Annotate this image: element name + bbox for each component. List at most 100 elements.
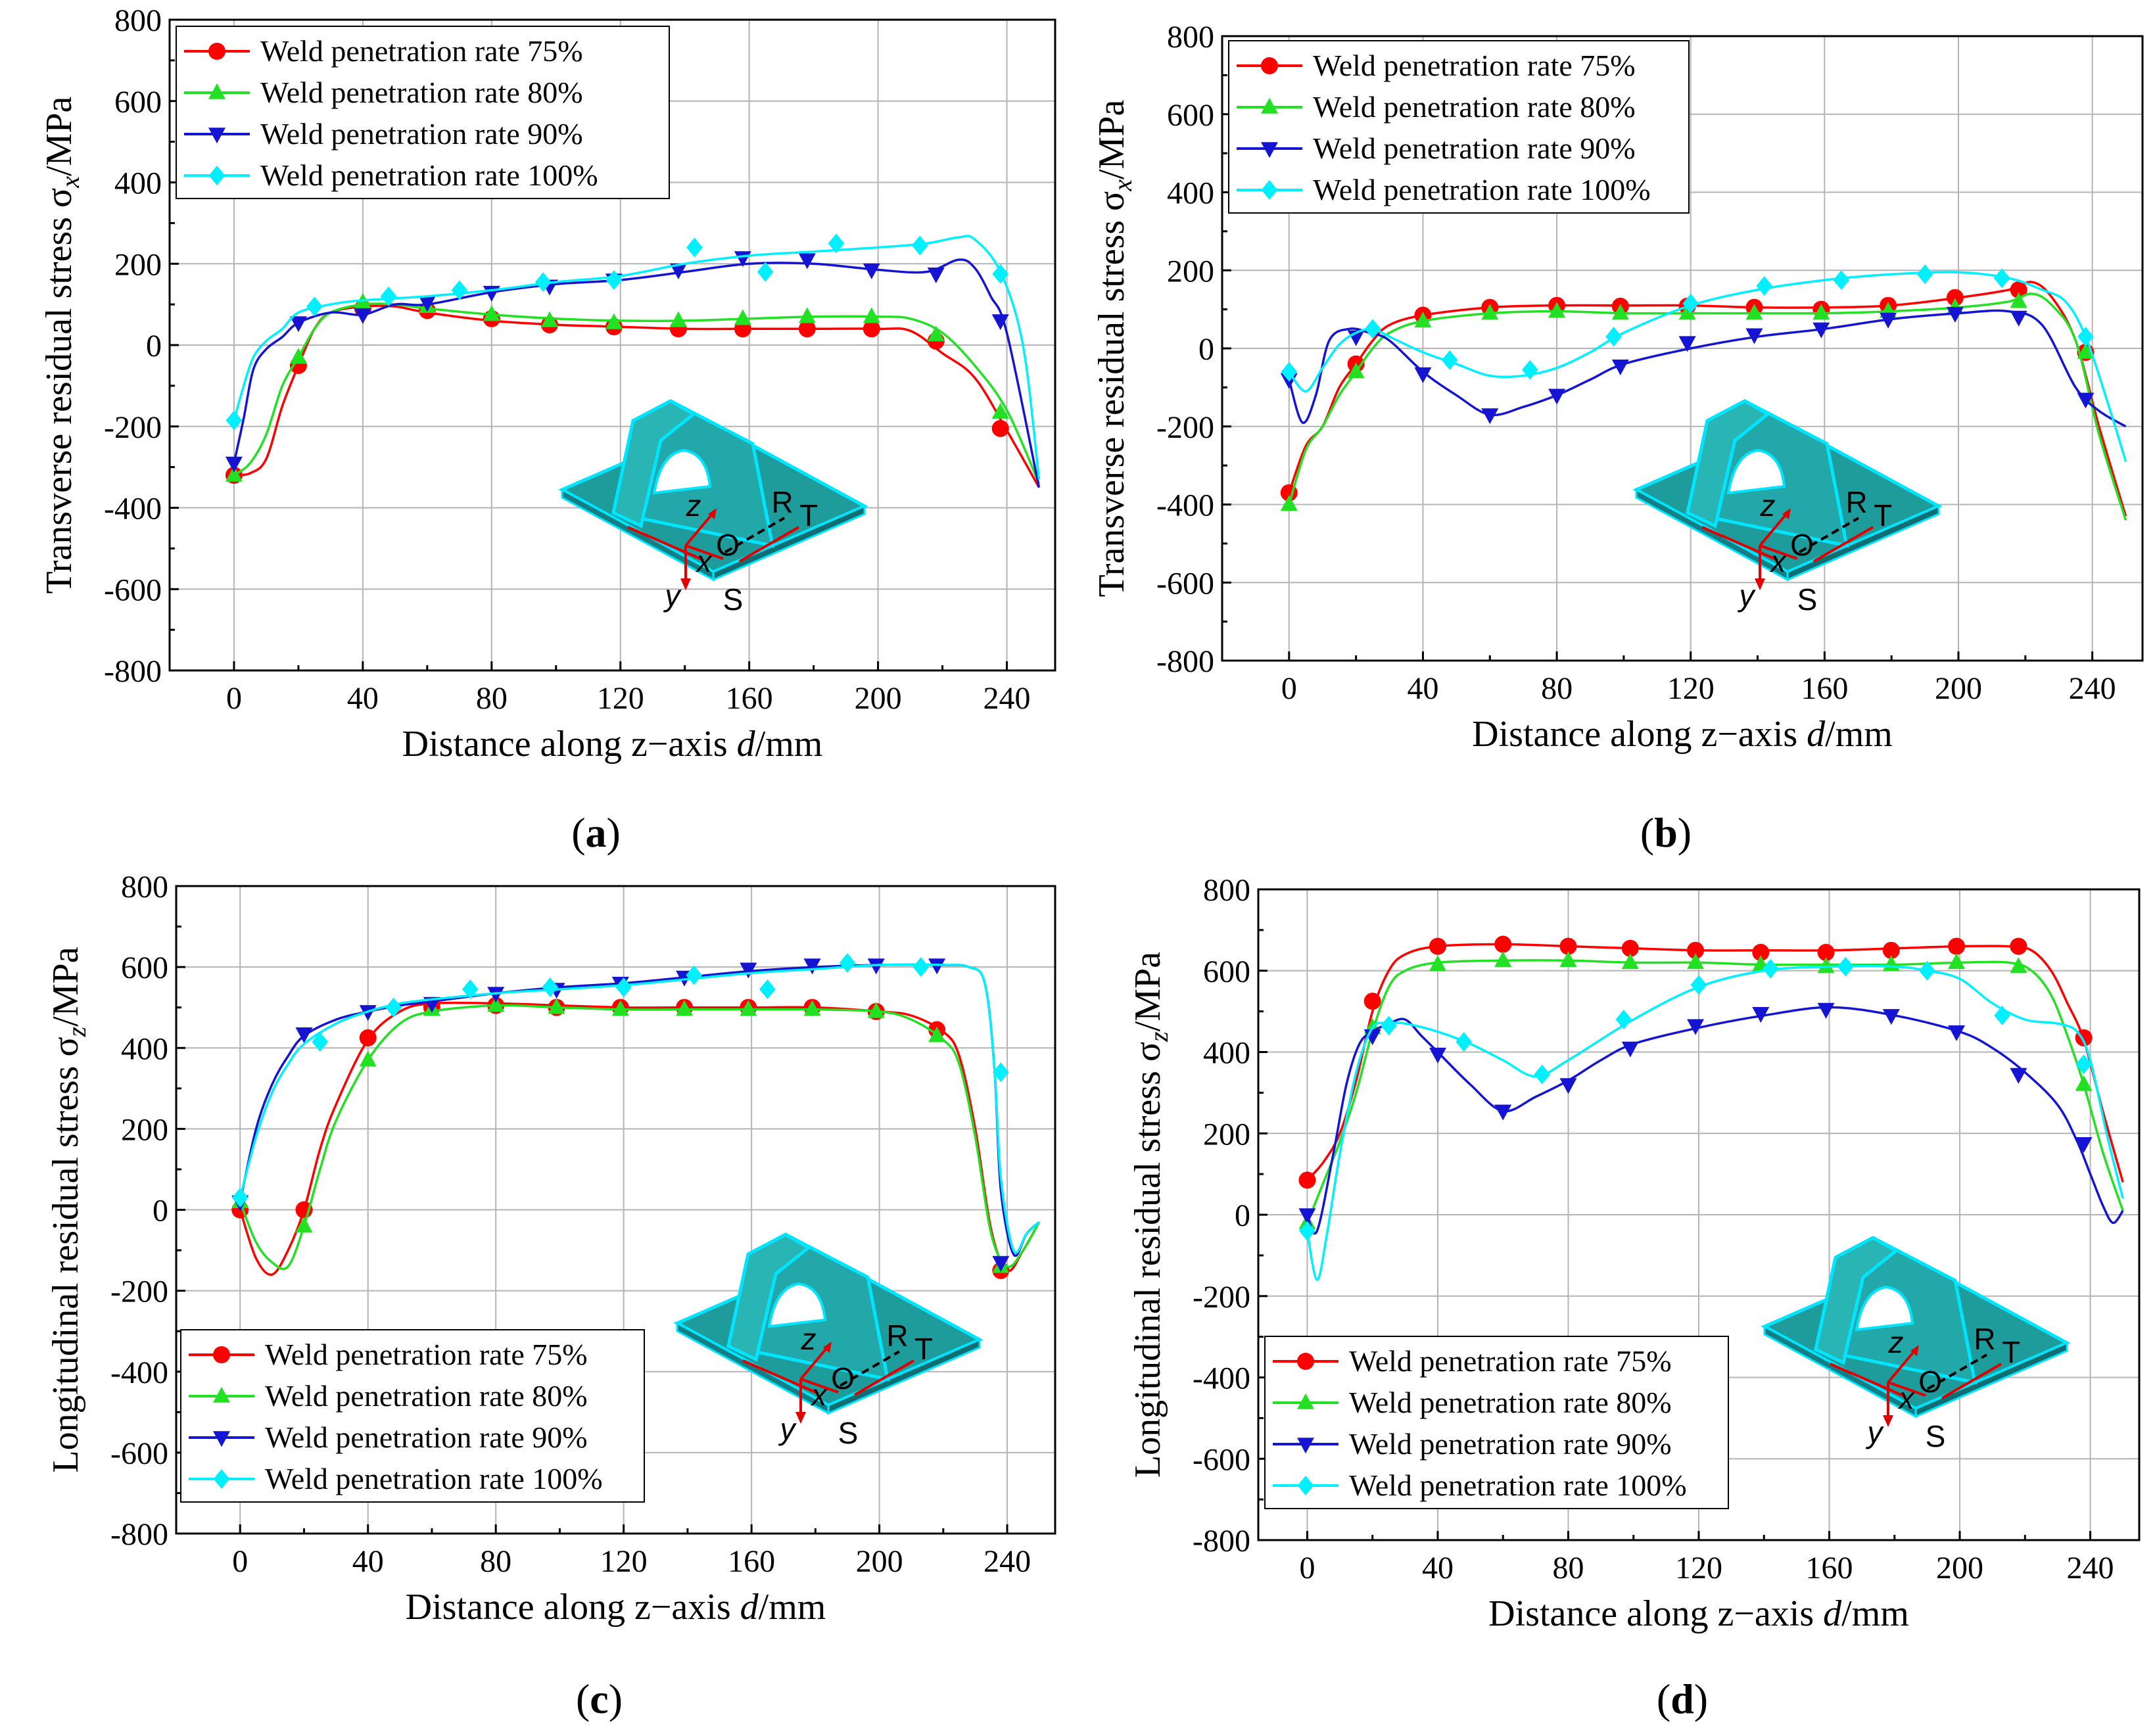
- inset-rib-hole: [1726, 448, 1786, 495]
- series-a-3: [225, 233, 1041, 480]
- inset-label-o: O: [831, 1361, 855, 1396]
- data-point-d-2-10: [1948, 1025, 1966, 1041]
- series-d-3: [1299, 956, 2124, 1281]
- inset-label-s: S: [1926, 1419, 1946, 1453]
- ticks-d: 0 40 80 120 160 200 240 -800 -600 -400 -200 0 200 400…: [1193, 873, 2114, 1585]
- inset-label-y: y: [778, 1412, 797, 1446]
- data-point-a-2-0: [225, 456, 243, 473]
- data-point-d-2-0: [1298, 1208, 1316, 1225]
- data-point-d-1-3: [1494, 950, 1512, 968]
- caption-open-a: (: [571, 809, 585, 856]
- data-point-b-0-10: [1946, 289, 1964, 306]
- data-point-c-3-1: [312, 1032, 329, 1052]
- y-axis-title-sub-d: z: [1144, 1031, 1173, 1043]
- y-axis-title-d: Longitudinal residual stress σz/MPa: [1127, 952, 1173, 1478]
- x-tick-label-b-1: 40: [1407, 671, 1438, 706]
- caption-close-b: ): [1678, 809, 1692, 856]
- data-point-b-2-8: [1812, 322, 1830, 339]
- data-point-c-1-10: [867, 1002, 885, 1018]
- series-line-d-0: [1306, 943, 2124, 1183]
- inset-axis-z: [1759, 511, 1789, 547]
- data-point-a-1-6: [605, 313, 623, 329]
- x-tick-label-d-5: 200: [1936, 1551, 1983, 1585]
- series-line-d-3: [1306, 965, 2124, 1281]
- inset-label-y: y: [1866, 1415, 1885, 1449]
- series-line-c-0: [239, 1001, 1041, 1276]
- data-point-c-2-9: [803, 958, 821, 975]
- data-point-d-2-5: [1621, 1041, 1639, 1058]
- x-axis-title-unit-d: /mm: [1841, 1593, 1909, 1634]
- data-point-b-2-5: [1611, 359, 1629, 376]
- y-tick-label-b-0: -800: [1156, 644, 1214, 679]
- inset-diagram-c: z yx OR T S: [673, 1232, 983, 1450]
- y-tick-label-a-1: -600: [104, 573, 162, 607]
- y-axis-title-sub-b: x: [1108, 179, 1137, 192]
- data-point-c-3-10: [992, 1062, 1009, 1083]
- x-axis-title-c: Distance along z−axis d/mm: [406, 1587, 826, 1628]
- x-axis-title-var-b: d: [1807, 714, 1826, 755]
- y-tick-label-b-1: -600: [1156, 566, 1214, 601]
- x-tick-label-a-4: 160: [726, 681, 773, 716]
- series-c-2: [231, 958, 1040, 1272]
- y-tick-label-a-4: 0: [146, 329, 162, 364]
- x-tick-label-b-4: 160: [1801, 671, 1848, 706]
- legend-marker-c-0: [213, 1346, 230, 1363]
- y-tick-label-d-3: -200: [1193, 1280, 1250, 1315]
- legend-box-c: [180, 1329, 645, 1503]
- series-d-2: [1298, 1002, 2124, 1235]
- x-tick-label-d-2: 80: [1552, 1551, 1584, 1585]
- x-tick-label-b-0: 0: [1281, 671, 1297, 706]
- data-point-d-3-7: [1837, 956, 1854, 977]
- data-point-d-0-0: [1298, 1171, 1316, 1189]
- inset-label-t: T: [914, 1332, 933, 1366]
- inset-line-r: [1798, 517, 1860, 553]
- inset-u-rib-front: [1814, 1236, 1899, 1365]
- x-tick-label-d-1: 40: [1422, 1551, 1454, 1585]
- legend-marker-b-0: [1261, 57, 1278, 74]
- x-tick-label-b-3: 120: [1667, 671, 1715, 706]
- y-axis-title-sub-a: x: [55, 176, 85, 189]
- x-tick-label-b-2: 80: [1541, 671, 1573, 706]
- inset-label-t: T: [2002, 1335, 2020, 1369]
- legend-marker-a-3: [208, 166, 225, 185]
- data-point-b-1-6: [1678, 304, 1696, 320]
- legend-label-a-3: Weld penetration rate 100%: [260, 158, 598, 192]
- y-tick-label-d-2: -400: [1193, 1361, 1250, 1396]
- x-tick-label-c-1: 40: [352, 1544, 384, 1579]
- inset-label-s: S: [838, 1416, 859, 1450]
- legend-label-a-1: Weld penetration rate 80%: [260, 76, 583, 109]
- data-point-a-0-9: [798, 320, 816, 338]
- y-tick-label-d-8: 800: [1203, 873, 1250, 908]
- data-point-c-3-6: [686, 965, 702, 985]
- y-tick-label-a-6: 400: [114, 166, 162, 201]
- data-point-b-3-6: [1756, 276, 1773, 296]
- legend-marker-b-1: [1261, 97, 1278, 114]
- x-tick-label-d-4: 160: [1806, 1551, 1853, 1585]
- data-point-d-2-11: [2010, 1067, 2027, 1084]
- inset-line-r: [1926, 1353, 1988, 1390]
- data-point-b-3-8: [1916, 264, 1933, 285]
- data-point-a-1-11: [927, 325, 945, 342]
- data-point-b-3-7: [1833, 270, 1850, 291]
- caption-close-c: ): [609, 1676, 623, 1722]
- ticks-a: 0 40 80 120 160 200 240 -800 -600 -400 -200 0 200 400…: [104, 3, 1031, 716]
- data-point-c-1-4: [487, 996, 505, 1012]
- data-point-c-2-8: [740, 962, 757, 979]
- data-point-a-3-1: [306, 296, 323, 317]
- legend-label-b-3: Weld penetration rate 100%: [1313, 173, 1651, 206]
- caption-letter-a: a: [586, 809, 607, 856]
- legend-box-b: [1228, 40, 1690, 214]
- inset-line-r: [724, 517, 786, 553]
- series-c-0: [231, 997, 1041, 1279]
- data-point-c-3-7: [759, 979, 776, 999]
- x-axis-title-main-b: Distance along z−axis: [1472, 714, 1807, 755]
- inset-line-t: [1812, 526, 1874, 563]
- legend-box-a: [176, 26, 670, 199]
- y-tick-label-c-5: 200: [121, 1112, 168, 1147]
- inset-label-z: z: [1760, 488, 1776, 523]
- y-tick-label-b-7: 600: [1167, 98, 1214, 133]
- legend-marker-a-0: [208, 43, 225, 60]
- data-point-d-0-3: [1494, 935, 1512, 953]
- inset-axis-z: [1887, 1348, 1917, 1384]
- inset-label-y: y: [663, 578, 682, 613]
